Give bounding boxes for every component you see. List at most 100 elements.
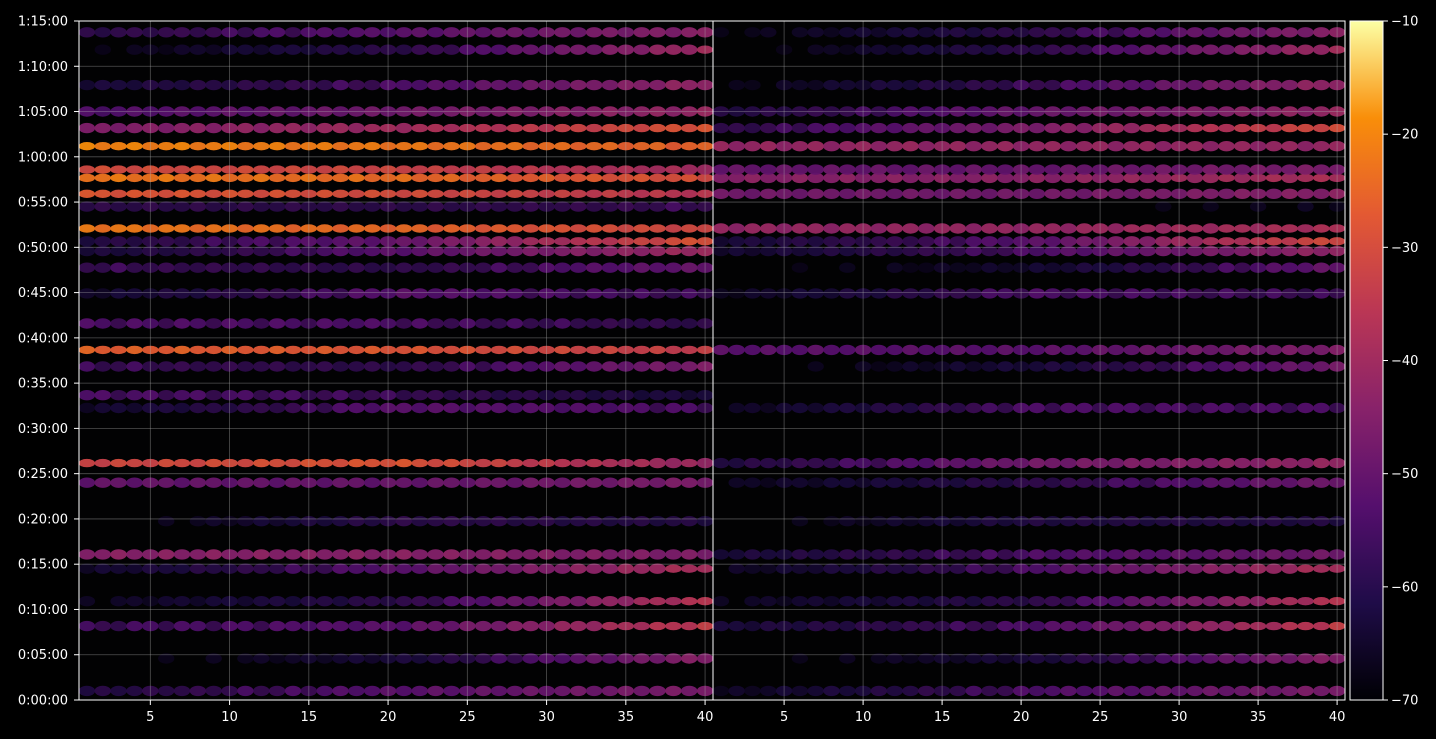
heatmap-cell (221, 516, 238, 527)
heatmap-cell (617, 596, 634, 607)
heatmap-cell (601, 685, 619, 697)
heatmap-cell (300, 402, 317, 414)
heatmap-cell (522, 44, 539, 55)
heatmap-cell (823, 106, 840, 117)
heatmap-cell (918, 164, 935, 175)
heatmap-cell (395, 173, 413, 183)
heatmap-cell (775, 549, 793, 560)
heatmap-cell (1139, 123, 1156, 133)
heatmap-cell (633, 477, 650, 488)
heatmap-cell (791, 27, 809, 38)
heatmap-cell (364, 563, 381, 574)
heatmap-cell (158, 44, 175, 55)
heatmap-cell (902, 402, 919, 414)
heatmap-cell (1139, 344, 1156, 356)
heatmap-cell (585, 79, 603, 91)
heatmap-cell (1170, 457, 1188, 469)
heatmap-cell (427, 165, 444, 174)
heatmap-cell (411, 653, 428, 664)
heatmap-cell (617, 237, 634, 246)
heatmap-cell (981, 288, 998, 299)
heatmap-cell (665, 345, 682, 355)
heatmap-cell (997, 549, 1014, 560)
heatmap-cell (1139, 477, 1156, 488)
heatmap-cell (158, 262, 175, 273)
heatmap-cell (300, 685, 317, 697)
heatmap-cell (237, 106, 254, 117)
heatmap-cell (253, 402, 270, 414)
heatmap-cell (538, 361, 555, 372)
heatmap-cell (1265, 237, 1283, 246)
heatmap-cell (886, 262, 903, 273)
heatmap-cell (459, 262, 476, 273)
heatmap-cell (506, 44, 524, 55)
heatmap-cell (870, 122, 888, 134)
heatmap-cell (189, 201, 207, 212)
heatmap-cell (538, 620, 555, 632)
heatmap-cell (696, 288, 713, 299)
heatmap-cell (1076, 262, 1093, 273)
heatmap-cell (205, 620, 222, 632)
heatmap-cell (997, 596, 1014, 607)
x-tick-label: 10 (855, 710, 872, 725)
heatmap-cell (633, 345, 650, 355)
heatmap-cell (744, 172, 761, 184)
heatmap-cell (284, 563, 302, 574)
heatmap-cell (918, 245, 935, 257)
heatmap-cell (902, 245, 919, 257)
x-tick-label: 5 (780, 710, 788, 725)
heatmap-cell (981, 245, 998, 257)
heatmap-cell (1328, 516, 1345, 527)
heatmap-cell (189, 236, 207, 247)
heatmap-cell (1028, 79, 1046, 91)
heatmap-cell (475, 189, 492, 198)
heatmap-cell (475, 288, 492, 299)
heatmap-cell (854, 172, 872, 184)
heatmap-cell (284, 201, 302, 212)
heatmap-cell (839, 288, 856, 299)
heatmap-cell (1297, 245, 1314, 257)
heatmap-cell (1012, 457, 1030, 469)
heatmap-cell (1139, 685, 1156, 697)
heatmap-cell (1155, 477, 1172, 488)
heatmap-cell (300, 201, 317, 212)
heatmap-cell (332, 549, 349, 560)
heatmap-cell (681, 262, 698, 273)
heatmap-cell (1313, 549, 1330, 560)
heatmap-cell (554, 458, 571, 468)
heatmap-cell (522, 458, 539, 468)
heatmap-cell (332, 201, 349, 212)
heatmap-cell (79, 549, 96, 560)
heatmap-cell (570, 361, 587, 372)
heatmap-cell (775, 141, 793, 152)
heatmap-cell (1091, 653, 1109, 664)
heatmap-cell (538, 390, 555, 401)
heatmap-cell (744, 288, 761, 299)
heatmap-cell (965, 344, 982, 356)
heatmap-cell (1076, 164, 1093, 175)
heatmap-cell (300, 79, 317, 91)
heatmap-cell (158, 549, 175, 560)
heatmap-cell (1186, 653, 1204, 664)
heatmap-cell (997, 141, 1014, 152)
heatmap-cell (110, 189, 127, 198)
heatmap-cell (633, 288, 650, 299)
heatmap-cell (854, 361, 872, 372)
heatmap-cell (364, 106, 381, 117)
heatmap-cell (1028, 596, 1046, 607)
heatmap-cell (395, 596, 413, 607)
heatmap-cell (110, 402, 127, 414)
heatmap-cell (506, 288, 524, 299)
heatmap-cell (1076, 620, 1093, 632)
heatmap-cell (1012, 563, 1030, 574)
heatmap-cell (823, 549, 840, 560)
heatmap-cell (933, 620, 951, 632)
heatmap-cell (791, 563, 809, 574)
heatmap-cell (1076, 106, 1093, 117)
heatmap-cell (965, 402, 982, 414)
heatmap-cell (94, 224, 112, 233)
heatmap-cell (1186, 477, 1204, 488)
heatmap-cell (538, 345, 555, 355)
heatmap-cell (870, 44, 888, 55)
heatmap-cell (981, 188, 998, 199)
